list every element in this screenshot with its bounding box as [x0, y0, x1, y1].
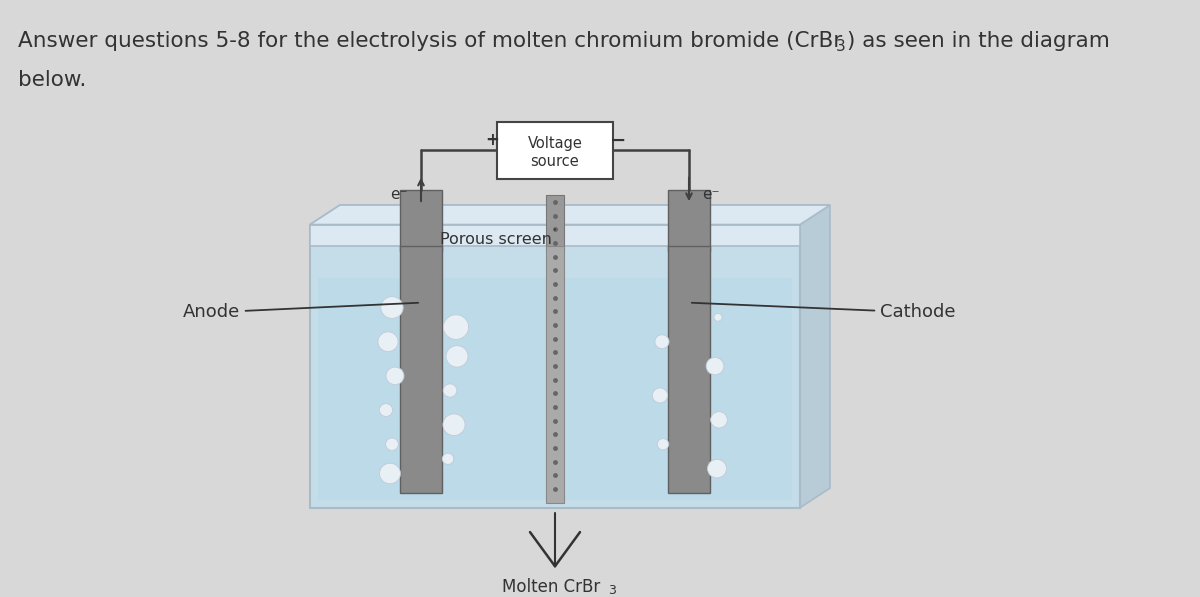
- Circle shape: [653, 388, 667, 403]
- Circle shape: [655, 335, 670, 349]
- Circle shape: [386, 367, 404, 384]
- FancyBboxPatch shape: [310, 224, 800, 507]
- FancyBboxPatch shape: [497, 122, 613, 179]
- Polygon shape: [800, 205, 830, 507]
- Text: ) as seen in the diagram: ) as seen in the diagram: [847, 31, 1110, 51]
- Text: +: +: [485, 131, 499, 149]
- FancyBboxPatch shape: [318, 278, 792, 500]
- Text: Molten CrBr: Molten CrBr: [502, 578, 600, 596]
- Text: Porous screen: Porous screen: [440, 229, 554, 247]
- Circle shape: [379, 404, 392, 417]
- Circle shape: [379, 463, 401, 484]
- Circle shape: [708, 459, 726, 478]
- Text: below.: below.: [18, 70, 86, 90]
- Circle shape: [446, 346, 468, 367]
- Text: Voltage
source: Voltage source: [528, 136, 582, 169]
- Text: 3: 3: [836, 39, 846, 54]
- FancyBboxPatch shape: [546, 246, 564, 503]
- Circle shape: [378, 332, 398, 352]
- Text: e⁻: e⁻: [702, 187, 720, 202]
- FancyBboxPatch shape: [400, 246, 442, 493]
- Circle shape: [380, 297, 403, 318]
- Circle shape: [443, 315, 469, 339]
- Circle shape: [443, 414, 466, 435]
- FancyBboxPatch shape: [400, 190, 442, 251]
- Text: Anode: Anode: [182, 303, 419, 321]
- Circle shape: [706, 358, 724, 375]
- Circle shape: [714, 313, 722, 321]
- Text: Cathode: Cathode: [691, 303, 955, 321]
- Circle shape: [443, 453, 454, 464]
- Circle shape: [710, 412, 727, 428]
- FancyBboxPatch shape: [668, 190, 710, 251]
- Text: −: −: [610, 131, 626, 150]
- Circle shape: [443, 384, 457, 397]
- Circle shape: [446, 317, 457, 327]
- Circle shape: [385, 438, 398, 450]
- FancyBboxPatch shape: [310, 224, 800, 246]
- Circle shape: [658, 439, 668, 450]
- FancyBboxPatch shape: [668, 246, 710, 493]
- Text: e⁻: e⁻: [390, 187, 408, 202]
- Text: 3: 3: [608, 584, 616, 597]
- FancyBboxPatch shape: [546, 195, 564, 251]
- Polygon shape: [310, 205, 830, 224]
- Text: Answer questions 5-8 for the electrolysis of molten chromium bromide (CrBr: Answer questions 5-8 for the electrolysi…: [18, 31, 842, 51]
- Polygon shape: [310, 205, 830, 224]
